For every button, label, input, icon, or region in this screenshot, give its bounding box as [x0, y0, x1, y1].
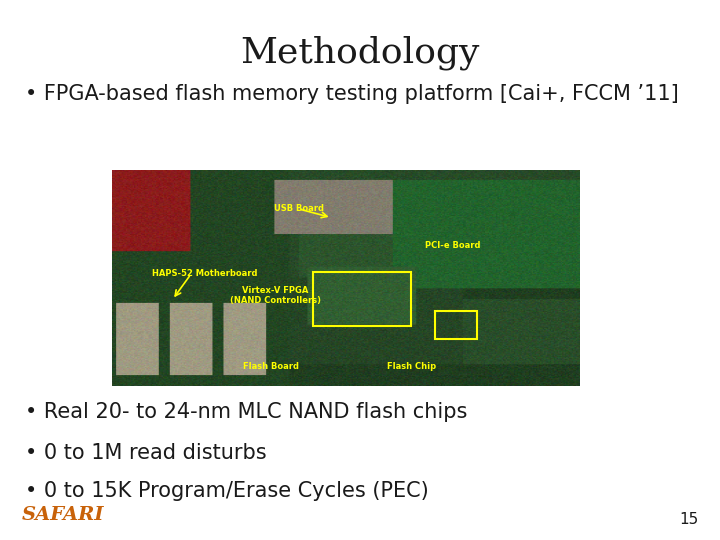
Bar	[313, 272, 411, 326]
Text: • FPGA-based flash memory testing platform [Cai+, FCCM ’11]: • FPGA-based flash memory testing platfo…	[25, 84, 679, 104]
Text: USB Board: USB Board	[274, 205, 324, 213]
Bar	[435, 310, 477, 339]
Text: Methodology: Methodology	[240, 35, 480, 70]
Text: PCI-e Board: PCI-e Board	[426, 241, 481, 250]
Text: • 0 to 1M read disturbs: • 0 to 1M read disturbs	[25, 443, 267, 463]
Text: HAPS-52 Motherboard: HAPS-52 Motherboard	[153, 269, 258, 278]
Text: SAFARI: SAFARI	[22, 506, 104, 524]
Text: Virtex-V FPGA
(NAND Controllers): Virtex-V FPGA (NAND Controllers)	[230, 286, 321, 305]
Text: 15: 15	[679, 511, 698, 526]
Text: • Real 20- to 24-nm MLC NAND flash chips: • Real 20- to 24-nm MLC NAND flash chips	[25, 402, 467, 422]
Text: Flash Chip: Flash Chip	[387, 362, 436, 371]
Text: • 0 to 15K Program/Erase Cycles (PEC): • 0 to 15K Program/Erase Cycles (PEC)	[25, 481, 429, 501]
Text: Flash Board: Flash Board	[243, 362, 299, 371]
